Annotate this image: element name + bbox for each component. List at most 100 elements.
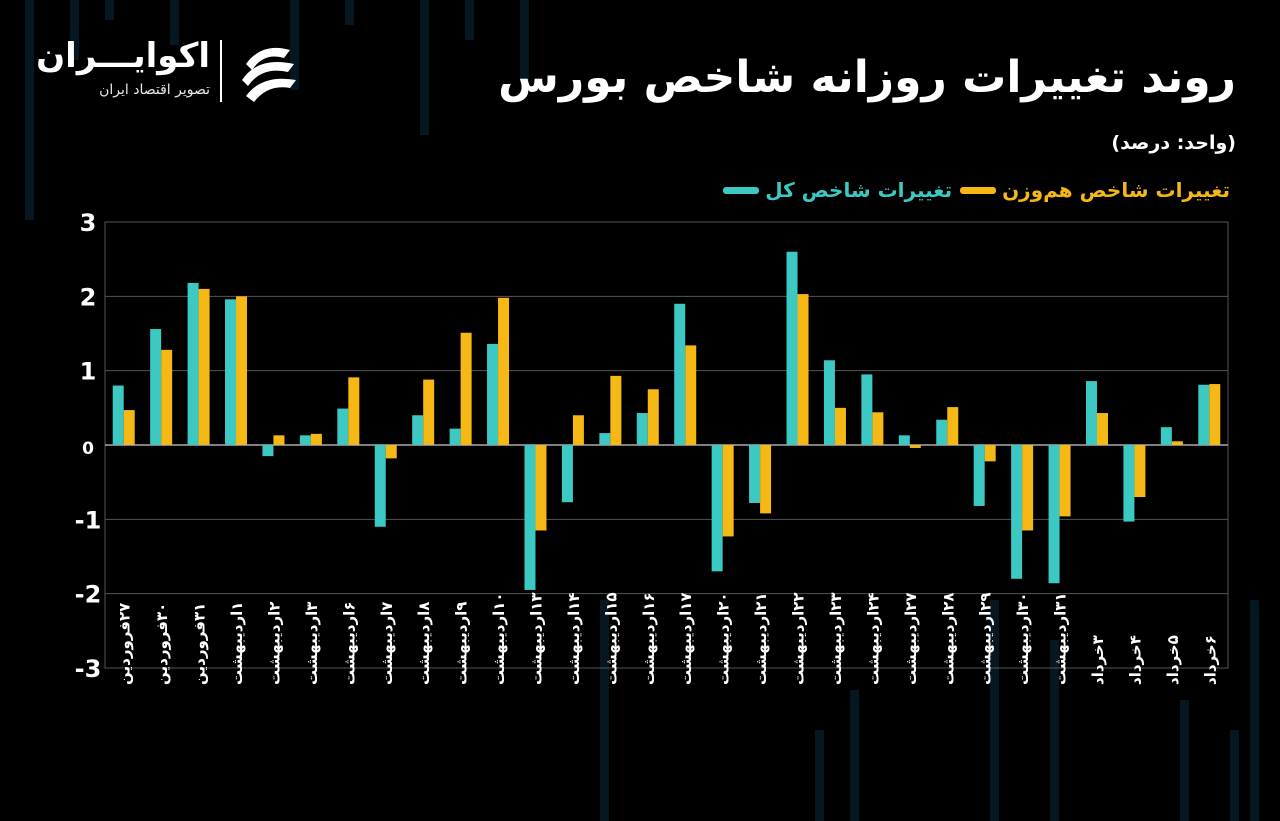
background-bar [105,0,114,20]
x-tick-label: ۱۶اردیبهشت [640,592,658,685]
y-tick-label: 2 [80,283,97,311]
x-tick-label: ۴خرداد [1126,635,1144,685]
brand-tagline: تصویر اقتصاد ایران [99,82,210,98]
bar-equal-weight-index [760,445,772,514]
bar-total-index [524,445,536,590]
background-bar [420,0,429,135]
y-tick-label: 0 [82,439,94,459]
bar-equal-weight-index [385,445,397,459]
ekoiran-logo-icon [242,47,296,102]
x-tick-label: ۶خرداد [1201,635,1219,685]
bar-total-index [636,413,648,445]
x-tick-label: ۳اردیبهشت [303,602,321,685]
bar-equal-weight-index [1171,441,1183,445]
background-bar [1230,730,1239,821]
bar-equal-weight-index [423,379,435,445]
bar-total-index [150,329,162,445]
bar-total-index [1123,445,1135,522]
background-bar [70,0,79,60]
background-bar [1050,640,1059,821]
bar-equal-weight-index [498,297,510,445]
x-tick-label: ۲۱اردیبهشت [752,592,770,685]
bar-equal-weight-index [161,349,173,445]
x-tick-label: ۱۰اردیبهشت [490,592,508,685]
bar-equal-weight-index [273,435,285,445]
bar-equal-weight-index [984,445,996,462]
bar-total-index [225,299,237,445]
background-bar [850,690,859,821]
x-tick-label: ۲۰اردیبهشت [715,592,733,685]
bar-total-index [561,445,573,503]
bar-total-index [936,419,948,445]
bar-total-index [898,435,910,445]
legend-swatch-gold [960,186,997,194]
bar-total-index [187,282,199,445]
x-tick-label: ۲اردیبهشت [265,602,283,685]
bar-equal-weight-index [236,296,248,445]
legend-label-equal-weight: تغییرات شاخص هم‌وزن [1002,178,1230,202]
bar-equal-weight-index [685,345,697,445]
background-bar [600,600,609,821]
unit-label: (واحد: درصد) [1111,132,1236,154]
background-bar [520,0,529,80]
bar-equal-weight-index [123,410,135,445]
background-bar [345,0,354,25]
bar-equal-weight-index [647,389,659,445]
bar-total-index [599,433,611,445]
x-tick-label: ۳۰اردیبهشت [1014,592,1032,685]
legend-item-equal-weight: تغییرات شاخص هم‌وزن [960,178,1230,202]
background-bar [25,0,34,220]
brand-name: اکوایـــران [36,36,210,76]
x-tick-label: ۲۲اردیبهشت [790,592,808,685]
x-tick-label: ۱۵اردیبهشت [602,592,620,685]
x-tick-label: ۲۳اردیبهشت [827,592,845,685]
bar-equal-weight-index [348,377,360,445]
bar-total-index [449,428,461,445]
x-tick-label: ۲۸اردیبهشت [939,592,957,685]
bar-total-index [262,445,274,457]
bar-equal-weight-index [797,294,809,445]
x-tick-label: ۱اردیبهشت [228,602,246,685]
bar-total-index [337,408,349,445]
x-tick-label: ۷اردیبهشت [378,602,396,685]
bar-total-index [374,445,386,527]
bar-total-index [1085,381,1097,445]
bar-equal-weight-index [1022,445,1034,531]
y-tick-label: 3 [80,209,97,237]
bar-total-index [487,343,499,445]
bar-equal-weight-index [610,375,622,445]
bar-total-index [674,303,686,445]
bar-total-index [973,445,985,506]
x-tick-label: ۳۱اردیبهشت [1052,592,1070,685]
bar-total-index [1048,445,1060,584]
bar-total-index [1011,445,1023,579]
page-title: روند تغییرات روزانه شاخص بورس [498,52,1236,103]
x-tick-label: ۳خرداد [1089,635,1107,685]
x-tick-label: ۳۱فروردین [191,603,209,685]
legend: تغییرات شاخص کل تغییرات شاخص هم‌وزن [723,178,1230,202]
bar-total-index [1160,427,1172,445]
x-tick-label: ۸اردیبهشت [415,602,433,685]
bar-equal-weight-index [1096,413,1108,445]
background-bar [1180,700,1189,821]
background-bar [290,0,299,90]
background-bar [990,600,999,821]
bar-total-index [299,435,311,445]
bar-total-index [749,445,761,503]
y-tick-label: -1 [75,506,102,534]
bar-equal-weight-index [198,288,210,445]
x-tick-label: ۶اردیبهشت [340,602,358,685]
bar-equal-weight-index [834,407,846,445]
x-tick-label: ۱۳اردیبهشت [527,592,545,685]
bar-equal-weight-index [909,445,921,448]
background-bar [170,0,179,45]
x-tick-label: ۱۴اردیبهشت [565,592,583,685]
legend-label-total: تغییرات شاخص کل [765,178,953,202]
bar-equal-weight-index [535,445,547,531]
background-bar [1250,600,1259,821]
legend-swatch-teal [723,186,760,194]
y-tick-label: -2 [75,581,102,609]
legend-item-total: تغییرات شاخص کل [723,178,952,202]
bar-total-index [112,385,124,445]
